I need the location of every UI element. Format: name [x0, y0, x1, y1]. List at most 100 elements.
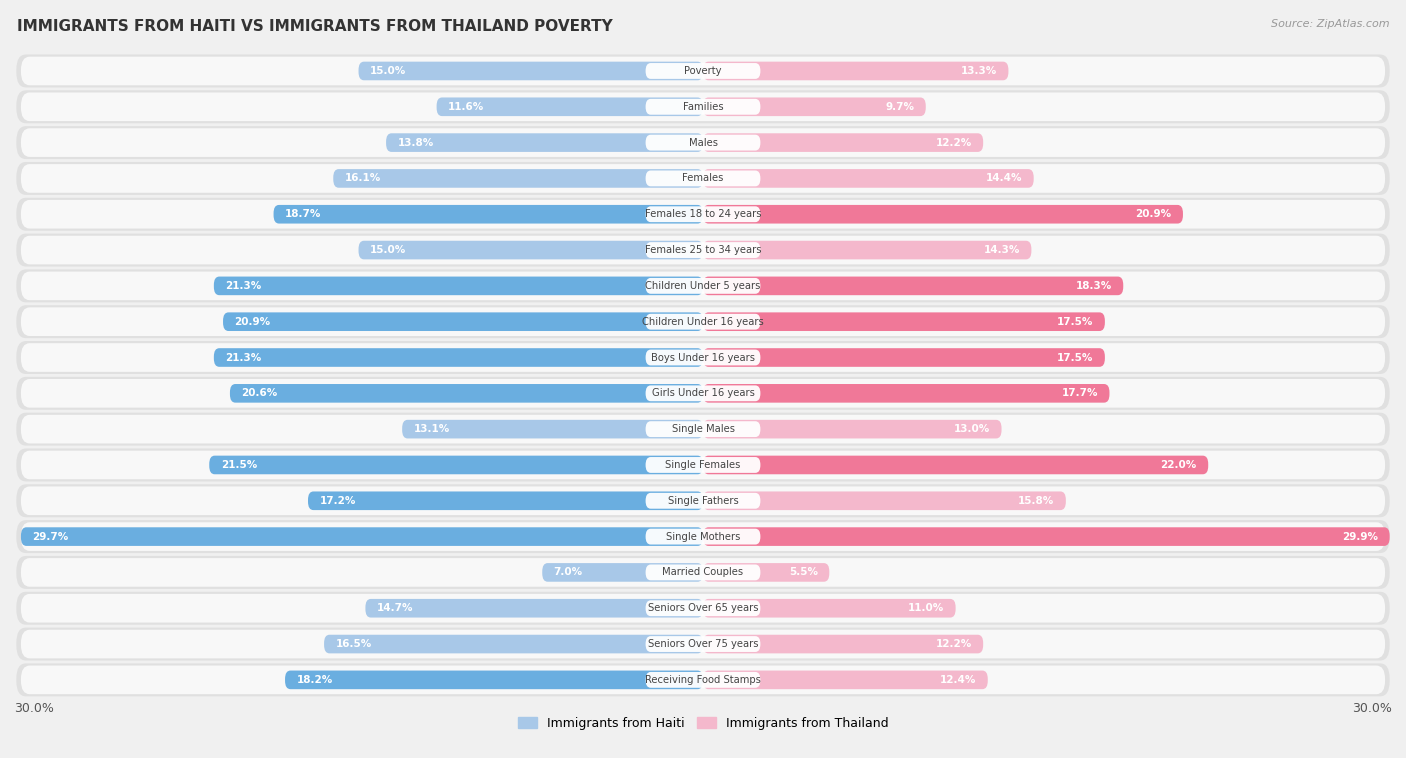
Text: Single Fathers: Single Fathers: [668, 496, 738, 506]
FancyBboxPatch shape: [17, 55, 1389, 87]
FancyBboxPatch shape: [402, 420, 703, 438]
Text: 12.4%: 12.4%: [939, 675, 976, 685]
FancyBboxPatch shape: [645, 171, 761, 186]
Text: 29.9%: 29.9%: [1343, 531, 1378, 542]
FancyBboxPatch shape: [543, 563, 703, 581]
Text: 11.0%: 11.0%: [908, 603, 945, 613]
FancyBboxPatch shape: [17, 90, 1389, 124]
FancyBboxPatch shape: [645, 63, 761, 79]
FancyBboxPatch shape: [645, 385, 761, 401]
FancyBboxPatch shape: [703, 599, 956, 618]
FancyBboxPatch shape: [703, 169, 1033, 188]
Text: 18.7%: 18.7%: [285, 209, 322, 219]
FancyBboxPatch shape: [21, 528, 703, 546]
Text: 21.3%: 21.3%: [225, 281, 262, 291]
Text: 13.8%: 13.8%: [398, 138, 434, 148]
FancyBboxPatch shape: [21, 164, 1385, 193]
FancyBboxPatch shape: [645, 636, 761, 652]
FancyBboxPatch shape: [21, 57, 1385, 86]
Text: 14.4%: 14.4%: [986, 174, 1022, 183]
Text: 9.7%: 9.7%: [886, 102, 914, 111]
Text: 15.0%: 15.0%: [370, 245, 406, 255]
FancyBboxPatch shape: [17, 556, 1389, 589]
FancyBboxPatch shape: [21, 522, 1385, 551]
FancyBboxPatch shape: [21, 594, 1385, 622]
FancyBboxPatch shape: [214, 277, 703, 295]
FancyBboxPatch shape: [308, 491, 703, 510]
FancyBboxPatch shape: [17, 305, 1389, 338]
FancyBboxPatch shape: [703, 384, 1109, 402]
FancyBboxPatch shape: [645, 242, 761, 258]
FancyBboxPatch shape: [645, 99, 761, 114]
Text: 17.5%: 17.5%: [1057, 317, 1094, 327]
FancyBboxPatch shape: [17, 162, 1389, 195]
FancyBboxPatch shape: [17, 449, 1389, 481]
Text: 30.0%: 30.0%: [1353, 702, 1392, 715]
FancyBboxPatch shape: [387, 133, 703, 152]
Text: 11.6%: 11.6%: [449, 102, 484, 111]
FancyBboxPatch shape: [703, 312, 1105, 331]
Text: 14.3%: 14.3%: [984, 245, 1019, 255]
Text: 5.5%: 5.5%: [789, 568, 818, 578]
Text: Seniors Over 75 years: Seniors Over 75 years: [648, 639, 758, 649]
FancyBboxPatch shape: [214, 348, 703, 367]
Text: 20.6%: 20.6%: [242, 388, 277, 398]
FancyBboxPatch shape: [21, 236, 1385, 265]
FancyBboxPatch shape: [359, 241, 703, 259]
FancyBboxPatch shape: [437, 98, 703, 116]
Text: Males: Males: [689, 138, 717, 148]
Text: Single Females: Single Females: [665, 460, 741, 470]
FancyBboxPatch shape: [17, 198, 1389, 230]
FancyBboxPatch shape: [17, 484, 1389, 517]
Text: 12.2%: 12.2%: [935, 138, 972, 148]
Text: 21.3%: 21.3%: [225, 352, 262, 362]
FancyBboxPatch shape: [21, 307, 1385, 336]
Text: Boys Under 16 years: Boys Under 16 years: [651, 352, 755, 362]
Text: Receiving Food Stamps: Receiving Food Stamps: [645, 675, 761, 685]
Text: 13.3%: 13.3%: [960, 66, 997, 76]
FancyBboxPatch shape: [17, 520, 1389, 553]
FancyBboxPatch shape: [17, 126, 1389, 159]
Text: 16.5%: 16.5%: [336, 639, 371, 649]
FancyBboxPatch shape: [703, 348, 1105, 367]
FancyBboxPatch shape: [17, 663, 1389, 697]
FancyBboxPatch shape: [703, 241, 1032, 259]
FancyBboxPatch shape: [21, 271, 1385, 300]
Text: 12.2%: 12.2%: [935, 639, 972, 649]
Text: 15.0%: 15.0%: [370, 66, 406, 76]
Text: Females 18 to 24 years: Females 18 to 24 years: [645, 209, 761, 219]
Text: Children Under 16 years: Children Under 16 years: [643, 317, 763, 327]
Text: IMMIGRANTS FROM HAITI VS IMMIGRANTS FROM THAILAND POVERTY: IMMIGRANTS FROM HAITI VS IMMIGRANTS FROM…: [17, 19, 613, 34]
FancyBboxPatch shape: [21, 200, 1385, 229]
Text: 15.8%: 15.8%: [1018, 496, 1054, 506]
FancyBboxPatch shape: [21, 451, 1385, 479]
Text: Children Under 5 years: Children Under 5 years: [645, 281, 761, 291]
Text: 7.0%: 7.0%: [554, 568, 583, 578]
FancyBboxPatch shape: [17, 592, 1389, 625]
FancyBboxPatch shape: [17, 377, 1389, 410]
FancyBboxPatch shape: [17, 628, 1389, 660]
Text: 16.1%: 16.1%: [344, 174, 381, 183]
FancyBboxPatch shape: [209, 456, 703, 475]
FancyBboxPatch shape: [21, 379, 1385, 408]
FancyBboxPatch shape: [703, 277, 1123, 295]
FancyBboxPatch shape: [17, 412, 1389, 446]
FancyBboxPatch shape: [703, 61, 1008, 80]
FancyBboxPatch shape: [231, 384, 703, 402]
Text: Single Males: Single Males: [672, 424, 734, 434]
FancyBboxPatch shape: [645, 457, 761, 473]
Text: Single Mothers: Single Mothers: [666, 531, 740, 542]
FancyBboxPatch shape: [366, 599, 703, 618]
FancyBboxPatch shape: [703, 98, 925, 116]
FancyBboxPatch shape: [703, 456, 1208, 475]
Text: Girls Under 16 years: Girls Under 16 years: [651, 388, 755, 398]
Text: Married Couples: Married Couples: [662, 568, 744, 578]
Text: Families: Families: [683, 102, 723, 111]
FancyBboxPatch shape: [21, 92, 1385, 121]
FancyBboxPatch shape: [645, 135, 761, 151]
FancyBboxPatch shape: [703, 133, 983, 152]
Text: Poverty: Poverty: [685, 66, 721, 76]
FancyBboxPatch shape: [17, 341, 1389, 374]
FancyBboxPatch shape: [17, 233, 1389, 267]
FancyBboxPatch shape: [17, 269, 1389, 302]
